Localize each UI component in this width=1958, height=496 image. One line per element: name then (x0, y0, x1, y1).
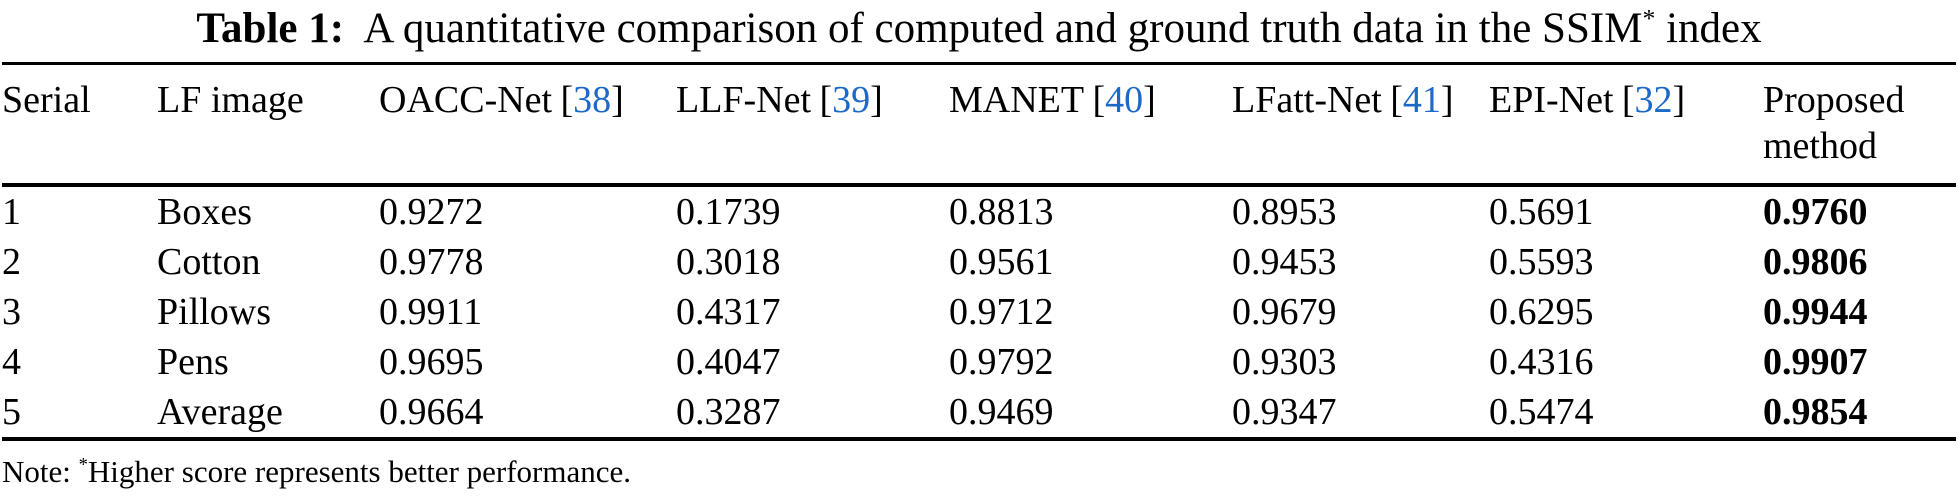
table-row-1: 1 Boxes 0.9272 0.1739 0.8813 0.8953 0.5691 0.97… (2, 185, 1956, 237)
column-header-llf-net: LLF-Net [39] (676, 63, 949, 187)
column-header-label: LFatt-Net (1232, 79, 1382, 121)
table-cell: 0.9561 (949, 241, 1054, 283)
column-header-label: OACC-Net (379, 79, 553, 121)
citation-bracket-open: [ (1092, 79, 1106, 121)
table-cell: 0.4317 (676, 291, 781, 333)
table-cell: 0.9778 (379, 241, 484, 283)
note-superscript: * (78, 454, 88, 476)
table-cell: 0.9303 (1232, 341, 1337, 383)
citation-bracket-open: [ (1621, 79, 1635, 121)
note-text: Higher score represents better performan… (87, 454, 632, 489)
citation-number-link[interactable]: 39 (832, 79, 871, 121)
table-cell: 1 (2, 191, 21, 233)
caption-superscript: * (1642, 3, 1656, 33)
table-cell: Boxes (157, 191, 252, 233)
table-cell: 2 (2, 241, 21, 283)
citation-number-link[interactable]: 38 (573, 79, 612, 121)
table-cell: 0.5593 (1489, 241, 1594, 283)
citation-bracket-open: [ (1390, 79, 1403, 121)
table-header-row: Serial LF image OACC-Net [38] LLF-Net [39] MAN… (2, 63, 1956, 187)
table-cell: 3 (2, 291, 21, 333)
table-cell: 0.9679 (1232, 291, 1337, 333)
table-cell: 0.6295 (1489, 291, 1594, 333)
table-cell: 0.4047 (676, 341, 781, 383)
column-header-label: Serial (2, 79, 91, 121)
table-cell: 0.1739 (676, 191, 781, 233)
column-header-label: LLF-Net (676, 79, 812, 121)
table-note: Note: *Higher score represents better pe… (2, 441, 1956, 491)
citation-ref: [38] (560, 79, 623, 121)
column-header-label: EPI-Net (1489, 79, 1614, 121)
column-header-manet: MANET [40] (949, 63, 1232, 187)
table-cell: 0.8953 (1232, 191, 1337, 233)
table-cell: 0.9469 (949, 391, 1054, 433)
caption-text-end: index (1655, 5, 1762, 52)
citation-ref: [41] (1390, 79, 1453, 121)
table-cell: Pens (157, 341, 229, 383)
column-header-label: MANET (949, 79, 1085, 121)
citation-bracket-close: ] (611, 79, 624, 121)
citation-ref: [40] (1092, 79, 1155, 121)
table-cell: 0.9806 (1763, 241, 1868, 283)
citation-number-link[interactable]: 41 (1402, 79, 1441, 121)
table-row-4: 4 Pens 0.9695 0.4047 0.9792 0.9303 0.4316 0.990… (2, 337, 1956, 387)
column-header-proposed: Proposed method (1763, 63, 1956, 187)
table-cell: 0.9911 (379, 291, 483, 333)
table-cell: Pillows (157, 291, 272, 333)
table-cell: 0.9695 (379, 341, 484, 383)
table-cell: 4 (2, 341, 21, 383)
column-header-oacc-net: OACC-Net [38] (379, 63, 676, 187)
caption-text: A quantitative comparison of computed an… (363, 5, 1643, 52)
citation-number-link[interactable]: 40 (1105, 79, 1144, 121)
caption-label: Table 1: (196, 5, 345, 52)
table-cell: 0.9664 (379, 391, 484, 433)
table-body: 1 Boxes 0.9272 0.1739 0.8813 0.8953 0.5691 0.97… (2, 185, 1956, 439)
table-caption: Table 1: A quantitative comparison of com… (2, 0, 1956, 62)
table-cell: 0.3287 (676, 391, 781, 433)
table-cell: 0.9792 (949, 341, 1054, 383)
column-header-lf-image: LF image (157, 63, 379, 187)
citation-number-link[interactable]: 32 (1634, 79, 1673, 121)
citation-bracket-close: ] (1672, 79, 1686, 121)
table-cell: 0.8813 (949, 191, 1054, 233)
table-row-2: 2 Cotton 0.9778 0.3018 0.9561 0.9453 0.5593 0.9… (2, 237, 1956, 287)
column-header-label: LF image (157, 79, 304, 121)
table-cell: 0.4316 (1489, 341, 1594, 383)
column-header-lfatt-net: LFatt-Net [41] (1232, 63, 1489, 187)
note-prefix: Note: (2, 454, 79, 489)
citation-bracket-open: [ (819, 79, 833, 121)
table-cell: 0.9347 (1232, 391, 1337, 433)
column-header-serial: Serial (2, 63, 157, 187)
table-row-3: 3 Pillows 0.9911 0.4317 0.9712 0.9679 0.6295 0.… (2, 287, 1956, 337)
citation-bracket-close: ] (1143, 79, 1156, 121)
table-cell: 0.3018 (676, 241, 781, 283)
table-cell: 5 (2, 391, 21, 433)
table-cell: 0.9712 (949, 291, 1054, 333)
table-row-5: 5 Average 0.9664 0.3287 0.9469 0.9347 0.5474 0.… (2, 387, 1956, 439)
citation-ref: [39] (819, 79, 882, 121)
table-cell: 0.9907 (1763, 341, 1868, 383)
results-table: Serial LF image OACC-Net [38] LLF-Net [39] MAN… (2, 62, 1956, 441)
citation-bracket-close: ] (870, 79, 883, 121)
citation-ref: [32] (1622, 79, 1685, 121)
table-cell: 0.9760 (1763, 191, 1868, 233)
table-cell: Cotton (157, 241, 261, 283)
table-cell: 0.5691 (1489, 191, 1594, 233)
table-cell: 0.9453 (1232, 241, 1337, 283)
table-cell: 0.9854 (1763, 391, 1868, 433)
table-cell: 0.5474 (1489, 391, 1594, 433)
citation-bracket-open: [ (560, 79, 574, 121)
column-header-label: Proposed method (1763, 79, 1905, 167)
citation-bracket-close: ] (1440, 79, 1454, 121)
table-cell: Average (157, 391, 283, 433)
table-cell: 0.9944 (1763, 291, 1868, 333)
column-header-epi-net: EPI-Net [32] (1489, 63, 1763, 187)
table-cell: 0.9272 (379, 191, 484, 233)
